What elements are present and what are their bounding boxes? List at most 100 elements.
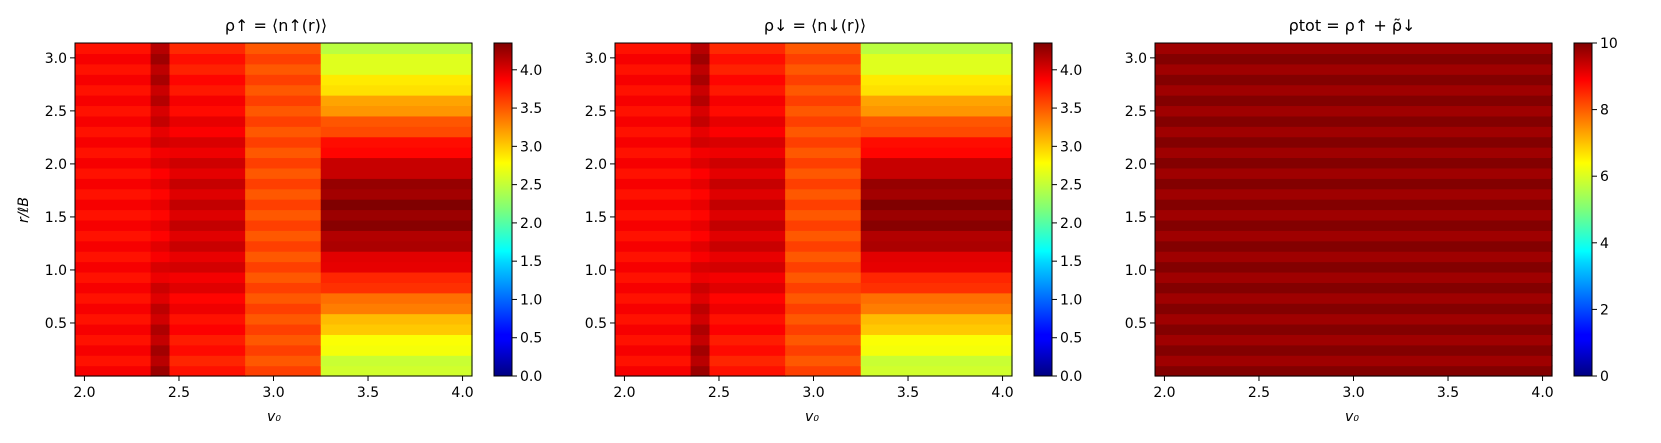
heatmap-cell-0-9 bbox=[75, 271, 152, 283]
heatmap-cell-3-12 bbox=[785, 240, 862, 252]
heatmap-cell-4-29 bbox=[860, 63, 1013, 75]
heatmap-cell-4-5 bbox=[320, 313, 473, 325]
heatmap-cell-0-10 bbox=[615, 261, 692, 273]
heatmap-cell-1-13 bbox=[150, 230, 171, 242]
heatmap-cell-4-11 bbox=[320, 251, 473, 263]
heatmap-cell-1-3 bbox=[690, 334, 711, 346]
panel-3-colorbar: 0 2 4 6 8 10 bbox=[1573, 36, 1618, 385]
heatmap-cell-4-16 bbox=[860, 199, 1013, 211]
heatmap-cell-0-18 bbox=[1155, 178, 1553, 190]
colorbar-frame bbox=[493, 42, 513, 377]
heatmap-cell-4-4 bbox=[860, 323, 1013, 335]
colorbar-tick-label: 3.0 bbox=[1060, 139, 1082, 155]
heatmap-cell-1-2 bbox=[690, 344, 711, 356]
heatmap-cell-0-8 bbox=[615, 282, 692, 294]
heatmap-cell-1-30 bbox=[690, 53, 711, 65]
heatmap-cell-3-9 bbox=[785, 271, 862, 283]
heatmap-cell-4-8 bbox=[320, 282, 473, 294]
heatmap-cell-3-18 bbox=[245, 178, 322, 190]
heatmap-cell-2-31 bbox=[709, 43, 786, 55]
heatmap-cell-1-23 bbox=[690, 126, 711, 138]
panel-3-title: ρtot = ρ↑ + ρ̃↓ bbox=[1289, 16, 1416, 35]
heatmap-cell-3-14 bbox=[785, 219, 862, 231]
y-tick-label: 2.5 bbox=[45, 104, 67, 120]
heatmap-cell-0-14 bbox=[1155, 219, 1553, 231]
heatmap-cell-2-17 bbox=[169, 188, 246, 200]
x-tick-label: 3.0 bbox=[1342, 385, 1364, 401]
heatmap-cell-3-23 bbox=[785, 126, 862, 138]
heatmap-cell-2-30 bbox=[169, 53, 246, 65]
heatmap-cell-4-13 bbox=[320, 230, 473, 242]
heatmap-cell-1-17 bbox=[690, 188, 711, 200]
heatmap-cell-1-5 bbox=[690, 313, 711, 325]
colorbar-tick-label: 1.5 bbox=[520, 254, 542, 270]
colorbar-tick-label: 4 bbox=[1600, 236, 1609, 252]
heatmap-cell-1-0 bbox=[690, 365, 711, 377]
y-tick-label: 1.5 bbox=[1125, 210, 1147, 226]
heatmap-cell-0-6 bbox=[75, 303, 152, 315]
heatmap-cell-1-19 bbox=[150, 167, 171, 179]
heatmap-cell-2-4 bbox=[709, 323, 786, 335]
heatmap-cell-4-31 bbox=[320, 43, 473, 55]
heatmap-cell-3-6 bbox=[785, 303, 862, 315]
panel-2-xticks: 2.0 2.5 3.0 3.5 4.0 bbox=[613, 376, 1014, 401]
heatmap-cell-1-31 bbox=[150, 43, 171, 55]
heatmap-cell-3-27 bbox=[785, 84, 862, 96]
heatmap-cell-4-4 bbox=[320, 323, 473, 335]
heatmap-cell-1-7 bbox=[150, 292, 171, 304]
heatmap-cell-2-28 bbox=[169, 74, 246, 86]
heatmap-cell-0-7 bbox=[615, 292, 692, 304]
heatmap-cell-0-7 bbox=[75, 292, 152, 304]
y-tick-label: 3.0 bbox=[1125, 51, 1147, 67]
heatmap-cell-4-14 bbox=[860, 219, 1013, 231]
panel-rho-up: ρ↑ = ⟨n↑(r)⟩ 2.0 2.5 3.0 3.5 4.0 0.5 1.0 1.5 2.… bbox=[16, 16, 542, 425]
heatmap-cell-0-8 bbox=[75, 282, 152, 294]
colorbar-tick-label: 2.0 bbox=[1060, 216, 1082, 232]
heatmap-cell-0-2 bbox=[615, 344, 692, 356]
heatmap-cell-4-27 bbox=[860, 84, 1013, 96]
heatmap-cell-0-17 bbox=[615, 188, 692, 200]
heatmap-cell-4-30 bbox=[320, 53, 473, 65]
heatmap-cell-1-3 bbox=[150, 334, 171, 346]
heatmap-cell-1-21 bbox=[690, 147, 711, 159]
heatmap-cell-2-22 bbox=[709, 136, 786, 148]
heatmap-cell-2-6 bbox=[169, 303, 246, 315]
heatmap-cell-0-22 bbox=[1155, 136, 1553, 148]
heatmap-cell-0-13 bbox=[1155, 230, 1553, 242]
heatmap-cell-2-3 bbox=[709, 334, 786, 346]
heatmap-cell-4-31 bbox=[860, 43, 1013, 55]
heatmap-cell-1-0 bbox=[150, 365, 171, 377]
heatmap-cell-0-25 bbox=[75, 105, 152, 117]
heatmap-cell-3-5 bbox=[785, 313, 862, 325]
heatmap-cell-2-26 bbox=[709, 95, 786, 107]
heatmap-cell-0-16 bbox=[1155, 199, 1553, 211]
heatmap-cell-4-6 bbox=[860, 303, 1013, 315]
heatmap-cell-3-15 bbox=[245, 209, 322, 221]
heatmap-cell-3-10 bbox=[245, 261, 322, 273]
y-tick-label: 0.5 bbox=[45, 316, 67, 332]
heatmap-cell-2-12 bbox=[169, 240, 246, 252]
y-tick-label: 3.0 bbox=[585, 51, 607, 67]
heatmap-cell-0-15 bbox=[1155, 209, 1553, 221]
panel-1-xticks: 2.0 2.5 3.0 3.5 4.0 bbox=[73, 376, 474, 401]
heatmap-cell-0-17 bbox=[1155, 188, 1553, 200]
heatmap-cell-2-29 bbox=[709, 63, 786, 75]
heatmap-cell-4-20 bbox=[860, 157, 1013, 169]
heatmap-cell-3-10 bbox=[785, 261, 862, 273]
heatmap-cell-2-28 bbox=[709, 74, 786, 86]
heatmap-cell-0-31 bbox=[75, 43, 152, 55]
panel-1-title: ρ↑ = ⟨n↑(r)⟩ bbox=[225, 16, 327, 35]
heatmap-cell-2-30 bbox=[709, 53, 786, 65]
heatmap-cell-2-23 bbox=[709, 126, 786, 138]
heatmap-cell-0-15 bbox=[75, 209, 152, 221]
heatmap-cell-2-21 bbox=[169, 147, 246, 159]
heatmap-cell-0-18 bbox=[75, 178, 152, 190]
heatmap-cell-3-7 bbox=[245, 292, 322, 304]
heatmap-cell-0-30 bbox=[615, 53, 692, 65]
heatmap-cell-2-2 bbox=[709, 344, 786, 356]
heatmap-cell-0-25 bbox=[615, 105, 692, 117]
heatmap-cell-1-1 bbox=[150, 355, 171, 367]
heatmap-cell-3-27 bbox=[245, 84, 322, 96]
heatmap-cell-0-12 bbox=[1155, 240, 1553, 252]
panel-3-yticks: 0.5 1.0 1.5 2.0 2.5 3.0 bbox=[1125, 51, 1155, 332]
